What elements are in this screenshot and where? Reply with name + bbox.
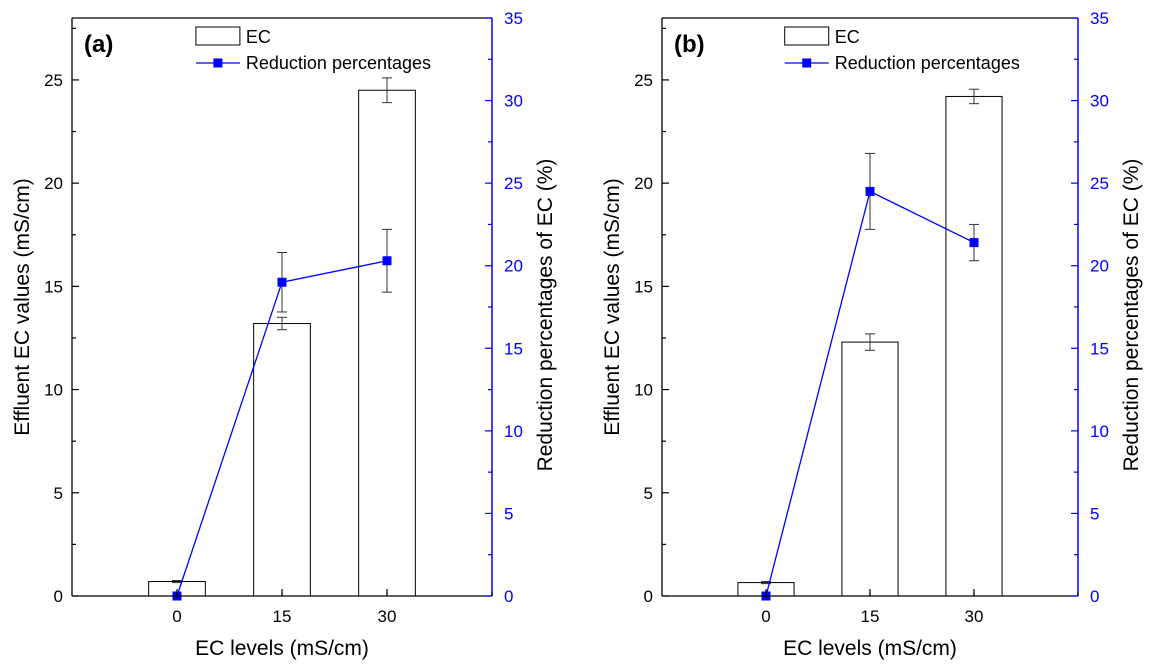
legend-bar-swatch [784, 26, 830, 46]
x-axis-title: EC levels (mS/cm) [783, 637, 957, 660]
y2-tick-label: 30 [504, 92, 523, 111]
y2-tick-label: 15 [504, 339, 523, 358]
chart-panel-b: 0 5 10 15 20 25 0 5 10 15 20 25 30 35 0 15 30 EC levels (… [601, 9, 1143, 660]
y-tick-label: 25 [634, 71, 653, 90]
legend-label-reduction: Reduction percentages [246, 53, 431, 73]
y2-tick-label: 0 [504, 587, 513, 606]
x-tick-label: 0 [172, 607, 181, 626]
y-axis-title: Effluent EC values (mS/cm) [601, 178, 624, 436]
y-tick-label: 15 [44, 277, 63, 296]
x-tick-label: 15 [273, 607, 292, 626]
y-tick-label: 5 [644, 484, 653, 503]
chart-panel-a: 0 5 10 15 20 25 0 5 10 15 20 25 30 35 0 15 30 EC levels (… [11, 9, 557, 660]
y2-axis-title: Reduction percentages of EC (%) [1120, 159, 1143, 472]
reduction-marker [969, 238, 979, 248]
y-tick-label: 5 [54, 484, 63, 503]
reduction-marker [277, 277, 287, 287]
y2-tick-label: 35 [1090, 9, 1109, 28]
ec-bar [358, 89, 416, 597]
x-tick-label: 30 [378, 607, 397, 626]
y-tick-label: 10 [44, 381, 63, 400]
reduction-marker [865, 186, 875, 196]
ec-bar [945, 95, 1003, 597]
x-axis-title: EC levels (mS/cm) [195, 637, 369, 660]
y2-tick-label: 15 [1090, 339, 1109, 358]
reduction-marker [382, 256, 392, 266]
y-tick-label: 10 [634, 381, 653, 400]
y-tick-label: 15 [634, 277, 653, 296]
legend-label-reduction: Reduction percentages [835, 53, 1020, 73]
y2-axis-title: Reduction percentages of EC (%) [534, 159, 557, 472]
y-tick-label: 0 [54, 587, 63, 606]
legend-label-ec: EC [246, 27, 271, 47]
legend-marker-swatch [802, 58, 812, 68]
legend-label-ec: EC [835, 27, 860, 47]
y2-tick-label: 0 [1090, 587, 1099, 606]
y2-tick-label: 20 [504, 257, 523, 276]
y2-tick-label: 10 [504, 422, 523, 441]
y2-tick-label: 35 [504, 9, 523, 28]
y2-tick-label: 20 [1090, 257, 1109, 276]
x-tick-label: 0 [761, 607, 770, 626]
ec-bar [253, 323, 311, 597]
y-tick-label: 0 [644, 587, 653, 606]
y2-tick-label: 5 [504, 504, 513, 523]
y2-tick-label: 25 [1090, 174, 1109, 193]
y2-tick-label: 25 [504, 174, 523, 193]
y-tick-label: 25 [44, 71, 63, 90]
x-tick-label: 30 [965, 607, 984, 626]
panel-label: (a) [84, 31, 113, 58]
y-tick-label: 20 [44, 174, 63, 193]
y2-tick-label: 30 [1090, 92, 1109, 111]
legend-bar-swatch [195, 26, 241, 46]
legend-marker-swatch [213, 58, 223, 68]
y-tick-label: 20 [634, 174, 653, 193]
ec-bar [841, 341, 899, 597]
x-tick-label: 15 [861, 607, 880, 626]
y-axis-title: Effluent EC values (mS/cm) [11, 178, 34, 436]
panel-label: (b) [674, 31, 705, 58]
y2-tick-label: 5 [1090, 504, 1099, 523]
y2-tick-label: 10 [1090, 422, 1109, 441]
